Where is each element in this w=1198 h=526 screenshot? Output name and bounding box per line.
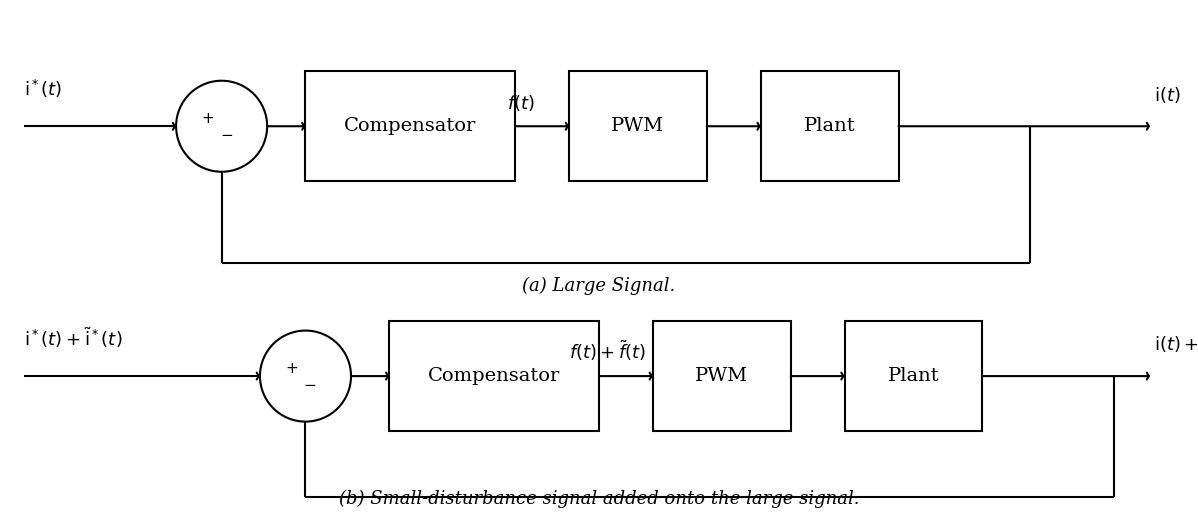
Bar: [305, 71, 515, 181]
Circle shape: [176, 80, 267, 172]
Bar: [653, 321, 791, 431]
Text: (a) Large Signal.: (a) Large Signal.: [522, 276, 676, 295]
Text: $-$: $-$: [303, 377, 316, 391]
Text: $\mathrm{i}^*(t) + \tilde{\mathrm{i}}^*(t)$: $\mathrm{i}^*(t) + \tilde{\mathrm{i}}^*(…: [24, 325, 122, 350]
Text: PWM: PWM: [695, 367, 749, 385]
Text: PWM: PWM: [611, 117, 665, 135]
Text: Compensator: Compensator: [344, 117, 477, 135]
Text: $\mathrm{i}(t)$: $\mathrm{i}(t)$: [1154, 85, 1180, 105]
Text: $-$: $-$: [219, 127, 232, 141]
Bar: [845, 321, 982, 431]
Bar: [761, 71, 898, 181]
Text: $f(t)$: $f(t)$: [507, 93, 536, 113]
Text: $+$: $+$: [285, 362, 298, 376]
Text: Plant: Plant: [888, 367, 939, 385]
Text: $\mathrm{i}(t) + \tilde{\mathrm{i}}(t)$: $\mathrm{i}(t) + \tilde{\mathrm{i}}(t)$: [1154, 330, 1198, 355]
Text: $f(t) + \tilde{f}(t)$: $f(t) + \tilde{f}(t)$: [569, 338, 646, 363]
Bar: [569, 71, 707, 181]
Text: (b) Small-disturbance signal added onto the large signal.: (b) Small-disturbance signal added onto …: [339, 489, 859, 508]
Text: Compensator: Compensator: [428, 367, 561, 385]
Circle shape: [260, 330, 351, 422]
Text: $+$: $+$: [201, 112, 214, 126]
Bar: [389, 321, 599, 431]
Text: Plant: Plant: [804, 117, 855, 135]
Text: $\mathrm{i}^*(t)$: $\mathrm{i}^*(t)$: [24, 78, 62, 100]
